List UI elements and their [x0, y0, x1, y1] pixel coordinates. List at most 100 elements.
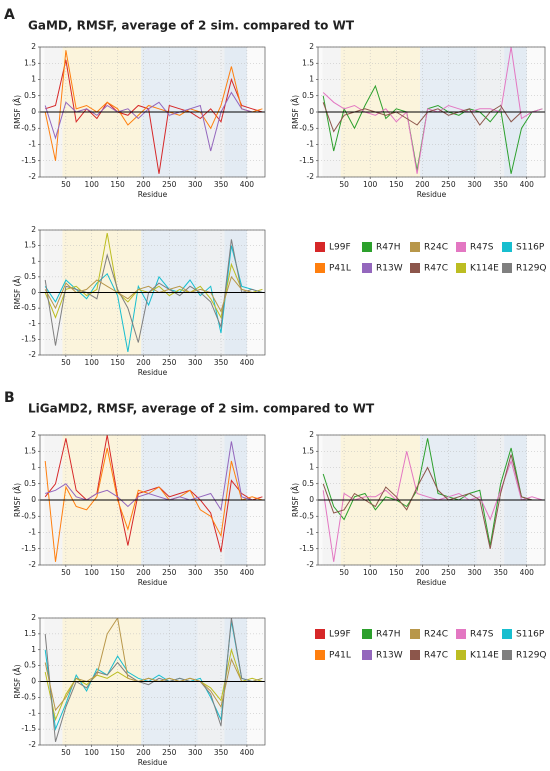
legend-label: R13W — [376, 651, 403, 661]
x-tick-label: 250 — [162, 748, 177, 757]
x-tick-label: 50 — [61, 180, 71, 189]
plot-frame — [39, 229, 266, 356]
legend-swatch — [410, 242, 420, 252]
y-tick-label: -1.5 — [21, 334, 36, 343]
y-tick-label: -2 — [29, 172, 37, 181]
y-tick-label: -0.5 — [21, 511, 36, 520]
y-tick-label: -1 — [307, 140, 315, 149]
legend-label: S116P — [516, 630, 545, 640]
legend-label: R47C — [424, 264, 448, 274]
legend-swatch — [362, 263, 372, 273]
legend-swatch — [362, 242, 372, 252]
x-tick-label: 150 — [110, 568, 125, 577]
legend-swatch — [502, 629, 512, 639]
series-line — [44, 447, 263, 562]
x-tick-label: 250 — [162, 358, 177, 367]
series-line — [44, 618, 263, 712]
legend-label: P41L — [329, 264, 351, 274]
y-tick-label: 0 — [31, 288, 36, 297]
legend-label: R24C — [424, 630, 448, 640]
x-tick-label: 100 — [363, 180, 378, 189]
y-tick-label: 0 — [31, 107, 36, 116]
plot-frame — [39, 617, 266, 746]
y-tick-label: 2 — [31, 613, 36, 622]
legend-label: R47H — [376, 630, 400, 640]
y-tick-label: -2 — [29, 350, 37, 359]
y-tick-label: -0.5 — [21, 303, 36, 312]
section-title: GaMD, RMSF, average of 2 sim. compared t… — [28, 19, 355, 33]
x-tick-label: 200 — [136, 180, 151, 189]
y-tick-label: 1 — [31, 256, 36, 265]
legend-label: L99F — [329, 243, 351, 253]
y-axis-label: RMSF (Å) — [291, 95, 300, 129]
series-line — [322, 454, 543, 549]
x-tick-label: 50 — [61, 748, 71, 757]
y-tick-label: -2 — [307, 172, 315, 181]
y-tick-label: 1.5 — [302, 446, 314, 455]
series-line — [322, 102, 543, 133]
y-tick-label: -2 — [29, 560, 37, 569]
y-tick-label: 0 — [309, 107, 314, 116]
x-tick-label: 250 — [162, 568, 177, 577]
legend-label: R24C — [424, 243, 448, 253]
x-tick-label: 250 — [162, 180, 177, 189]
y-tick-label: -1.5 — [299, 156, 314, 165]
x-tick-label: 150 — [110, 748, 125, 757]
y-tick-label: -0.5 — [299, 511, 314, 520]
y-tick-label: 2 — [309, 42, 314, 51]
y-tick-label: 1 — [31, 645, 36, 654]
x-axis-label: Residue — [138, 758, 168, 767]
legend-swatch — [315, 242, 325, 252]
y-tick-label: 2 — [31, 225, 36, 234]
y-tick-label: -1.5 — [21, 724, 36, 733]
x-tick-label: 350 — [214, 358, 229, 367]
legend-swatch — [456, 263, 466, 273]
y-tick-label: -0.5 — [21, 123, 36, 132]
y-tick-label: -0.5 — [21, 692, 36, 701]
y-tick-label: -1 — [307, 528, 315, 537]
x-tick-label: 150 — [110, 180, 125, 189]
y-tick-label: -1.5 — [21, 156, 36, 165]
x-tick-label: 100 — [85, 568, 100, 577]
legend-swatch — [456, 242, 466, 252]
x-tick-label: 50 — [339, 568, 349, 577]
x-tick-label: 300 — [188, 180, 203, 189]
x-tick-label: 50 — [61, 568, 71, 577]
series-line — [322, 84, 543, 174]
y-tick-label: -1 — [29, 528, 37, 537]
y-tick-label: 0 — [31, 495, 36, 504]
legend-swatch — [410, 263, 420, 273]
y-tick-label: -2 — [29, 740, 37, 749]
x-tick-label: 250 — [441, 568, 456, 577]
legend-swatch — [362, 629, 372, 639]
x-tick-label: 400 — [240, 748, 255, 757]
legend-label: R47C — [424, 651, 448, 661]
x-tick-label: 100 — [85, 180, 100, 189]
legend-label: R13W — [376, 264, 403, 274]
legend-swatch — [315, 629, 325, 639]
x-tick-label: 50 — [61, 358, 71, 367]
legend-label: K114E — [470, 264, 499, 274]
legend-label: R129Q — [516, 651, 547, 661]
x-tick-label: 400 — [520, 568, 535, 577]
y-tick-label: -1 — [29, 708, 37, 717]
plot-frame — [317, 46, 546, 178]
x-axis-label: Residue — [138, 190, 168, 199]
y-tick-label: -1.5 — [21, 544, 36, 553]
y-tick-label: 1.5 — [302, 58, 314, 67]
x-tick-label: 50 — [339, 180, 349, 189]
x-tick-label: 350 — [493, 568, 508, 577]
legend-label: R47S — [470, 630, 494, 640]
legend-swatch — [502, 650, 512, 660]
series-line — [44, 275, 263, 313]
legend-label: S116P — [516, 243, 545, 253]
y-tick-label: -2 — [307, 560, 315, 569]
plot-frame — [317, 434, 546, 566]
y-tick-label: 0.5 — [302, 91, 314, 100]
x-tick-label: 400 — [240, 358, 255, 367]
legend-swatch — [315, 263, 325, 273]
x-tick-label: 150 — [389, 568, 404, 577]
x-tick-label: 150 — [110, 358, 125, 367]
x-tick-label: 300 — [467, 180, 482, 189]
